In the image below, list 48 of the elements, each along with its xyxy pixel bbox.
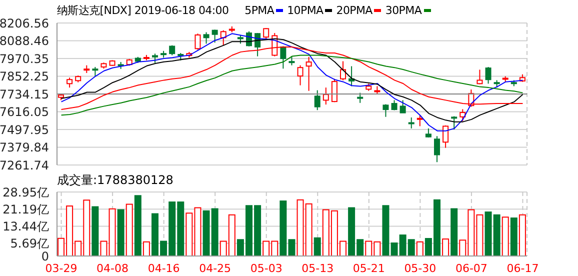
bar	[134, 195, 142, 256]
x-tick-label: 03-29	[45, 262, 78, 275]
legend-label: 5PMA	[244, 4, 274, 17]
bar	[382, 205, 390, 256]
legend-label: 30PMA	[385, 4, 422, 17]
bar	[92, 206, 99, 256]
y-tick-label: 7970.35	[0, 52, 49, 66]
x-tick-label: 05-30	[404, 262, 436, 275]
y-tick-label: 7734.15	[0, 87, 49, 102]
x-tick-label: 06-17	[506, 262, 539, 275]
bar	[416, 241, 424, 256]
y-tick-label: 7616.05	[0, 105, 49, 120]
x-tick-label: 04-16	[148, 262, 180, 275]
bar	[108, 208, 116, 256]
bar	[502, 216, 509, 256]
bar	[442, 238, 450, 256]
y-tick-label: 28.95亿	[2, 185, 49, 200]
y-tick-label: 8088.46	[0, 34, 49, 48]
candlestick	[306, 56, 312, 92]
x-tick-label: 05-13	[302, 262, 334, 275]
y-tick-label: 7852.25	[0, 70, 49, 84]
y-tick-label: 7379.84	[0, 140, 49, 155]
legend-label: 10PMA	[287, 4, 324, 17]
y-tick-label: 21.19亿	[2, 202, 49, 216]
x-tick-label: 06-07	[455, 262, 488, 275]
bar	[100, 240, 108, 256]
x-tick-label: 05-21	[352, 262, 385, 275]
bar	[510, 217, 518, 256]
y-tick-label: 0	[41, 249, 49, 264]
y-tick-label: 7261.74	[0, 158, 49, 172]
bar	[117, 209, 124, 256]
x-tick-label: 05-03	[250, 262, 282, 275]
line-series	[60, 54, 524, 116]
bar	[314, 237, 321, 256]
x-tick-label: 04-25	[199, 262, 232, 275]
x-tick-label: 04-08	[96, 262, 129, 275]
bar	[142, 241, 150, 256]
y-tick-label: 8206.56	[0, 16, 49, 30]
y-tick-label: 5.69亿	[10, 236, 49, 251]
y-tick-label: 13.44亿	[2, 220, 49, 234]
chart-title: 纳斯达克[NDX] 2019-06-18 04:00	[57, 3, 229, 18]
y-tick-label: 7497.95	[0, 122, 49, 137]
bar	[518, 214, 526, 256]
bar	[126, 204, 133, 256]
candlestick	[476, 69, 483, 84]
legend-label: 20PMA	[336, 4, 372, 17]
chart-title: 成交量:1788380128	[57, 172, 174, 189]
bar	[450, 208, 458, 256]
